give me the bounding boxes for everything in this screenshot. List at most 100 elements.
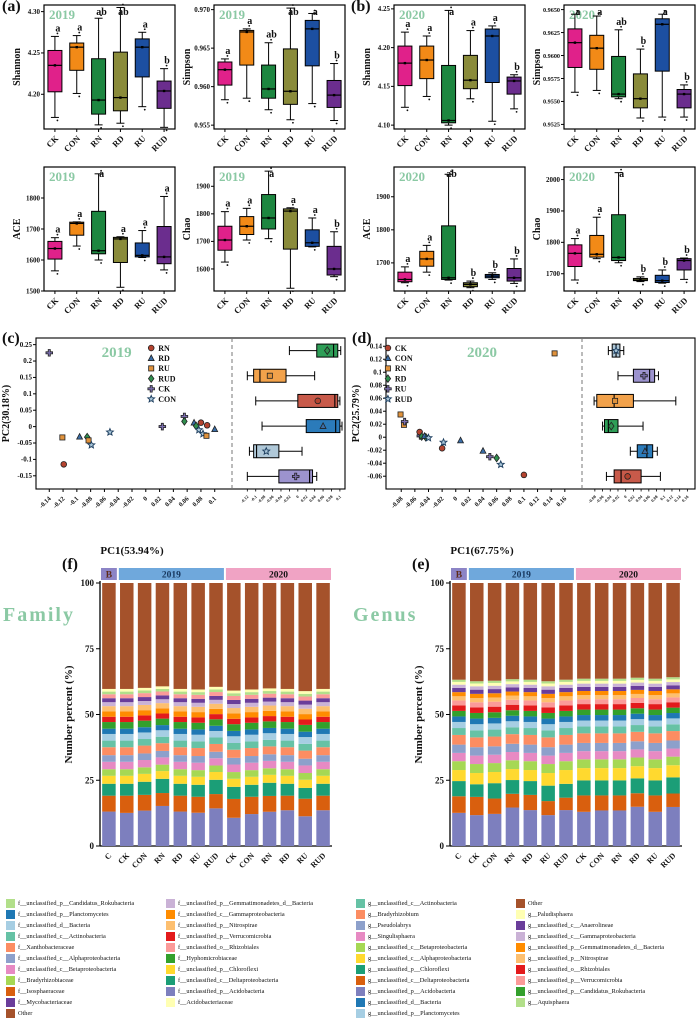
legend-item: g__Bradyrhizobium (356, 909, 516, 920)
svg-text:a: a (405, 19, 410, 30)
genus-title: Genus (353, 604, 418, 626)
svg-text:0.08: 0.08 (191, 495, 205, 509)
svg-text:-0.06: -0.06 (367, 472, 382, 480)
legend-label: g__Singulisphaera (368, 933, 415, 940)
svg-text:RD: RD (277, 851, 292, 866)
svg-text:0.16: 0.16 (555, 495, 569, 509)
legend-swatch (356, 1009, 365, 1018)
svg-text:a: a (55, 23, 60, 34)
boxplot-chao-2020: 1700 1800 1900 2000 2020 Chao a CK a CON a RN b RD b RU… (530, 164, 698, 329)
legend-item: f__unclassified_p__Acidobacteria (166, 986, 313, 997)
svg-text:CON: CON (582, 133, 603, 154)
svg-text:Simpson: Simpson (182, 48, 193, 85)
legend-swatch (6, 998, 15, 1007)
legend-item: g__Singulisphaera (356, 931, 516, 942)
legend-swatch (516, 987, 525, 996)
svg-text:Simpson: Simpson (532, 48, 543, 85)
svg-text:-0.06: -0.06 (93, 495, 108, 510)
svg-text:RU: RU (132, 133, 148, 149)
panel-f-label: (f) (62, 556, 78, 573)
svg-text:0.16: 0.16 (681, 494, 690, 503)
svg-text:0.02: 0.02 (150, 495, 163, 508)
legend-label: g__unclassified_c__Actinobacteria (368, 900, 457, 907)
svg-text:0: 0 (142, 495, 149, 502)
svg-text:-0.04: -0.04 (367, 459, 382, 467)
svg-text:2020: 2020 (467, 345, 497, 361)
svg-text:Shannon: Shannon (362, 48, 373, 86)
legend-item: f__Mycobacteriaceae (6, 997, 166, 1008)
svg-text:RUD: RUD (149, 295, 169, 315)
legend-item: f__unclassified_c__Deltaproteobacteria (166, 975, 313, 986)
legend-item: f__unclassified_p__Chloroflexi (166, 964, 313, 975)
legend-swatch (516, 910, 525, 919)
svg-text:Chao: Chao (182, 218, 193, 241)
svg-text:RN: RN (258, 295, 274, 311)
svg-text:B: B (456, 571, 463, 581)
svg-text:0.14: 0.14 (370, 342, 383, 350)
family-legend: f__unclassified_p__Candidatus_Rokubacter… (6, 898, 313, 1019)
svg-text:-0.02: -0.02 (610, 494, 620, 504)
svg-text:-0.12: -0.12 (52, 495, 67, 510)
legend-label: g__unclassified_d__Bacteria (368, 999, 442, 1006)
legend-swatch (166, 899, 175, 908)
svg-text:a: a (77, 209, 82, 220)
svg-text:0.02: 0.02 (370, 420, 383, 428)
legend-item: f__unclassified_p__Candidatus_Rokubacter… (6, 898, 166, 909)
legend-swatch (516, 998, 525, 1007)
legend-item: f__unclassified_o__Rhizobiales (166, 942, 313, 953)
legend-label: f__Mycobacteriaceae (18, 999, 73, 1006)
legend-item: f__unclassified_d__Bacteria (6, 920, 166, 931)
legend-label: f__Acidobacteriaceae (178, 999, 233, 1006)
legend-item: g__unclassified_c__Betaproteobacteria (356, 942, 516, 953)
genus-legend-right: Other g__Paludisphaera g__unclassified_c__… (516, 898, 664, 1008)
svg-text:RUD: RUD (319, 133, 339, 153)
legend-label: f__unclassified_c__Gammaproteobacteria (178, 911, 285, 918)
svg-text:b: b (514, 246, 520, 257)
svg-text:1500: 1500 (26, 287, 41, 295)
svg-text:0.12: 0.12 (528, 495, 541, 508)
svg-text:75: 75 (435, 644, 445, 654)
svg-text:0.9600: 0.9600 (543, 53, 560, 60)
svg-text:CON: CON (395, 354, 413, 363)
svg-text:0.1: 0.1 (23, 390, 32, 398)
svg-text:0.965: 0.965 (194, 44, 210, 52)
stacked-bar-family: B 2019 2020 0 25 50 75 100 Number percent (%) C CK… (0, 566, 348, 901)
legend-item: g__unclassified_c__Actinobacteria (356, 898, 516, 909)
legend-swatch (356, 943, 365, 952)
svg-text:ACE: ACE (12, 218, 23, 239)
svg-text:4.20: 4.20 (378, 44, 391, 52)
svg-text:PC1(53.94%): PC1(53.94%) (100, 545, 164, 557)
legend-item: f__unclassified_c__Betaproteobacteria (6, 964, 166, 975)
svg-text:a: a (77, 23, 82, 34)
legend-item: g__unclassified_p__Chloroflexi (356, 964, 516, 975)
svg-text:4.15: 4.15 (378, 83, 391, 91)
legend-swatch (6, 899, 15, 908)
legend-label: f__unclassified_p__Gemmatimonadetes_d__B… (178, 900, 313, 907)
legend-label: f__unclassified_o__Rhizobiales (178, 944, 259, 951)
legend-item: g__unclassified_c__Gammaproteobacteria (516, 931, 664, 942)
svg-text:ab: ab (266, 30, 277, 41)
legend-item: f__unclassified_c__Alphaproteobacteria (6, 953, 166, 964)
legend-swatch (516, 921, 525, 930)
svg-text:b: b (684, 72, 690, 83)
legend-swatch (356, 954, 365, 963)
legend-label: f__unclassified_c__Actinobacteria (18, 933, 106, 940)
svg-text:CON: CON (232, 295, 253, 316)
svg-text:a: a (291, 195, 296, 206)
legend-item: f__unclassified_c__Actinobacteria (6, 931, 166, 942)
svg-text:CON: CON (62, 295, 83, 316)
svg-text:2020: 2020 (399, 7, 425, 22)
legend-label: g__Paludisphaera (528, 911, 573, 918)
svg-text:a: a (427, 232, 432, 243)
svg-text:b: b (334, 219, 340, 230)
legend-item: Other (6, 1008, 166, 1019)
svg-text:CON: CON (582, 295, 603, 316)
svg-text:CON: CON (158, 395, 176, 404)
legend-label: g__Aquisphaera (528, 999, 570, 1006)
legend-item: g__unclassified_c__Anaerolineae (516, 920, 664, 931)
svg-text:0.06: 0.06 (316, 494, 325, 503)
legend-item: f__unclassified_p__Gemmatimonadetes_d__B… (166, 898, 313, 909)
legend-label: f__unclassified_c__Deltaproteobacteria (178, 977, 279, 984)
legend-swatch (356, 976, 365, 985)
svg-text:0.1: 0.1 (335, 494, 342, 501)
